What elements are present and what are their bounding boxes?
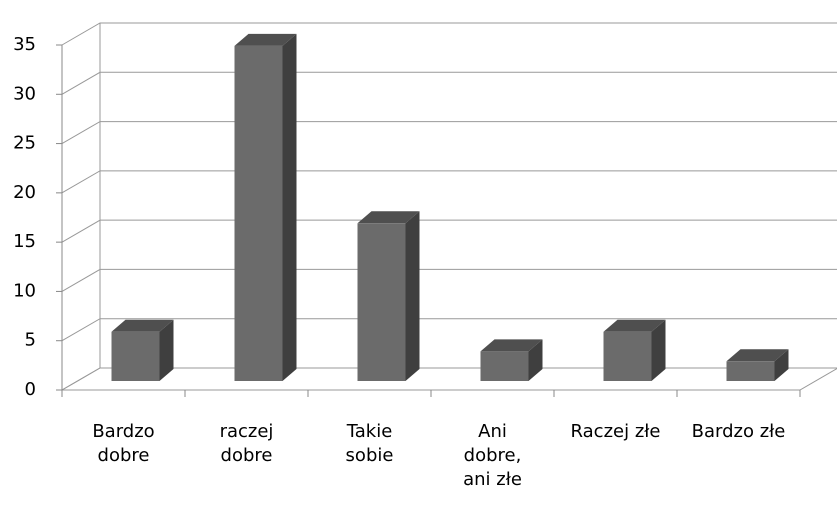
grid-line <box>61 71 837 95</box>
y-tick-label: 35 <box>13 34 36 55</box>
y-tick-label: 5 <box>25 330 36 351</box>
x-tick-label: Bardzo dobre <box>92 421 155 466</box>
bar <box>111 331 160 381</box>
bar <box>726 361 775 381</box>
bar <box>480 351 529 381</box>
bar-top <box>726 349 789 362</box>
bar <box>234 45 283 381</box>
y-tick-label: 10 <box>13 280 36 301</box>
bar <box>603 331 652 381</box>
x-tick-label: Bardzo złe <box>691 421 786 442</box>
bar-top <box>480 339 543 352</box>
grid-line <box>61 219 837 243</box>
bar-top <box>357 211 420 224</box>
y-tick-label: 30 <box>13 83 36 104</box>
grid-line <box>61 318 837 342</box>
bar-side <box>774 349 789 381</box>
grid-line <box>61 268 837 292</box>
bar-top <box>111 319 174 332</box>
grid-line <box>61 22 837 46</box>
bar-top <box>234 33 297 46</box>
y-tick-label: 15 <box>13 231 36 252</box>
grid-line <box>61 170 837 194</box>
floor <box>60 367 837 391</box>
bar-top <box>603 319 666 332</box>
grid-line <box>61 367 837 391</box>
x-tick-label: raczej dobre <box>219 421 274 466</box>
y-tick-label: 25 <box>13 133 36 154</box>
x-tick-label: Ani dobre, ani złe <box>463 421 522 490</box>
bar-side <box>159 319 174 381</box>
bar-side <box>528 339 543 381</box>
bar-side <box>651 319 666 381</box>
grid-line <box>61 121 837 145</box>
bar-side <box>282 33 297 381</box>
bar <box>357 223 406 381</box>
x-tick-label: Raczej złe <box>570 421 661 442</box>
bar-side <box>405 211 420 381</box>
x-tick-label: Takie sobie <box>345 421 394 466</box>
y-tick-label: 0 <box>25 379 36 400</box>
y-tick-label: 20 <box>13 182 36 203</box>
